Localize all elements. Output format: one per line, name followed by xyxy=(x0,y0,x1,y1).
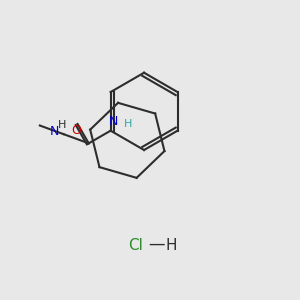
Text: H: H xyxy=(124,119,132,129)
Text: O: O xyxy=(71,124,81,137)
Text: H: H xyxy=(58,120,66,130)
Text: —: — xyxy=(148,235,165,253)
Text: N: N xyxy=(50,125,59,138)
Text: H: H xyxy=(165,238,177,253)
Text: N: N xyxy=(109,115,118,128)
Text: Cl: Cl xyxy=(128,238,142,253)
